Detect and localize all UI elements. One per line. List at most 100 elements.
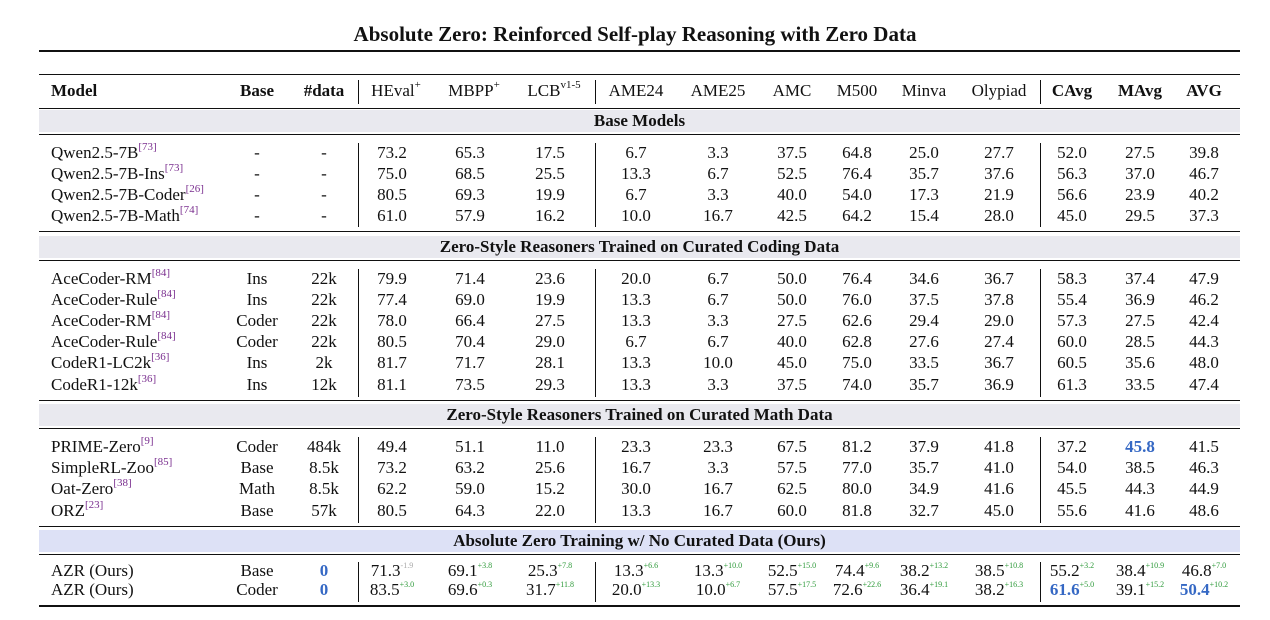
score-cell: 13.3: [621, 311, 651, 330]
score-cell: 75.0: [377, 164, 407, 183]
delta-value: +17.5: [797, 580, 817, 590]
score-cell: 79.9: [377, 269, 407, 288]
data-size-cell: 2k: [315, 353, 333, 372]
score-cell: 29.4: [909, 311, 939, 330]
score-cell: 13.3: [621, 290, 651, 309]
score-cell: 76.0: [842, 290, 872, 309]
model-name: AZR (Ours): [51, 580, 134, 599]
citation: [74]: [179, 204, 199, 217]
score-cell: 69.6+0.3: [447, 580, 493, 599]
score-cell: 41.5: [1189, 437, 1219, 456]
score-cell: 62.5: [777, 479, 807, 498]
score-cell: 35.7: [909, 458, 939, 477]
score-cell: 27.6: [909, 332, 939, 351]
score-cell: 25.5: [535, 164, 565, 183]
score-cell: 36.9: [984, 375, 1014, 394]
model-name: CodeR1-LC2k[36]: [51, 351, 170, 372]
score-cell: 80.5: [377, 501, 407, 520]
score-cell: 80.0: [842, 479, 872, 498]
column-separator-line: [595, 143, 596, 227]
score-cell: 76.4: [842, 164, 872, 183]
delta-value: +10.9: [1145, 561, 1165, 571]
score-cell: 52.5+15.0: [767, 561, 817, 580]
score-cell: 23.3: [703, 437, 733, 456]
score-cell: 50.4+10.2: [1179, 580, 1229, 599]
score-cell: 63.2: [455, 458, 485, 477]
table-row: AceCoder-RM[84] Ins 22k 79.9 71.4 23.6 20.0 6.7…: [0, 268, 1270, 290]
score-cell: 28.1: [535, 353, 565, 372]
column-separator-line: [358, 437, 359, 523]
score-cell: 6.7: [707, 290, 729, 309]
model-name: Qwen2.5-7B-Math[74]: [51, 204, 199, 225]
score-cell: 27.5: [1125, 143, 1155, 162]
score-cell: 37.4: [1125, 269, 1155, 288]
score-cell: 64.2: [842, 206, 872, 225]
score-cell: 65.3: [455, 143, 485, 162]
model-name: PRIME-Zero[9]: [51, 435, 154, 456]
base-cell: Coder: [236, 332, 278, 351]
score-cell: 27.4: [984, 332, 1014, 351]
score-cell: 38.2+13.2: [899, 561, 949, 580]
col-header-minva: Minva: [901, 81, 947, 100]
score-cell: 73.2: [377, 458, 407, 477]
delta-value: +6.7: [725, 580, 741, 590]
score-cell: 35.7: [909, 375, 939, 394]
score-cell: 69.3: [455, 185, 485, 204]
score-cell: 38.2+16.3: [974, 580, 1024, 599]
delta-value: +7.8: [557, 561, 573, 571]
score-cell: 27.5: [777, 311, 807, 330]
score-cell: 41.6: [1125, 501, 1155, 520]
score-cell: 45.0: [1057, 206, 1087, 225]
score-cell: 44.3: [1189, 332, 1219, 351]
column-separator-line: [1040, 437, 1041, 523]
section-rule: [39, 400, 1240, 401]
score-cell: 6.7: [625, 143, 647, 162]
score-cell: 13.3: [621, 375, 651, 394]
model-name: AceCoder-Rule[84]: [51, 288, 176, 309]
col-header-olypiad: Olypiad: [971, 81, 1027, 100]
citation: [36]: [151, 351, 170, 364]
model-name: AZR (Ours): [51, 561, 134, 580]
score-cell: 25.0: [909, 143, 939, 162]
data-size-cell: 8.5k: [309, 479, 339, 498]
delta-value: +19.1: [929, 580, 949, 590]
table-row: CodeR1-LC2k[36] Ins 2k 81.7 71.7 28.1 13.3 10.0…: [0, 352, 1270, 374]
table-row: PRIME-Zero[9] Coder 484k 49.4 51.1 11.0 23.3 23…: [0, 436, 1270, 458]
col-header-m500: M500: [836, 81, 878, 100]
model-name: CodeR1-12k[36]: [51, 373, 157, 394]
model-name: ORZ[23]: [51, 499, 104, 520]
table-bottom-rule: [39, 605, 1240, 607]
score-cell: 50.0: [777, 290, 807, 309]
citation: [84]: [151, 267, 171, 280]
score-cell: 77.4: [377, 290, 407, 309]
delta-value: +10.8: [1004, 561, 1024, 571]
score-cell: 15.2: [535, 479, 565, 498]
score-cell: 13.3: [621, 353, 651, 372]
score-cell: 40.0: [777, 185, 807, 204]
score-cell: 10.0: [621, 206, 651, 225]
score-cell: 50.0: [777, 269, 807, 288]
score-cell: 34.9: [909, 479, 939, 498]
score-cell: 39.1+15.2: [1115, 580, 1165, 599]
citation: [84]: [157, 288, 176, 301]
score-cell: 56.6: [1057, 185, 1087, 204]
score-cell: 13.3+6.6: [613, 561, 659, 580]
delta-value: +7.0: [1211, 561, 1227, 571]
score-cell: 38.5+10.8: [974, 561, 1024, 580]
score-cell: 46.8+7.0: [1181, 561, 1227, 580]
score-cell: 16.2: [535, 206, 565, 225]
table-row: AZR (Ours) Coder 0 83.5+3.0 69.6+0.3 31.7+11.…: [0, 579, 1270, 601]
model-name: AceCoder-RM[84]: [51, 309, 171, 330]
table-row: Qwen2.5-7B-Coder[26] - - 80.5 69.3 19.9 6.7 3.3…: [0, 184, 1270, 206]
score-cell: 34.6: [909, 269, 939, 288]
score-cell: 55.4: [1057, 290, 1087, 309]
score-cell: 45.0: [777, 353, 807, 372]
table-row: Qwen2.5-7B-Math[74] - - 61.0 57.9 16.2 10.0 16.…: [0, 205, 1270, 227]
score-cell: 73.2: [377, 143, 407, 162]
delta-value: +6.6: [643, 561, 659, 571]
score-cell: 33.5: [909, 353, 939, 372]
score-cell: 37.0: [1125, 164, 1155, 183]
score-cell: 35.7: [909, 164, 939, 183]
table-row: CodeR1-12k[36] Ins 12k 81.1 73.5 29.3 13.3 3.3 3…: [0, 374, 1270, 396]
score-cell: 25.3+7.8: [527, 561, 573, 580]
